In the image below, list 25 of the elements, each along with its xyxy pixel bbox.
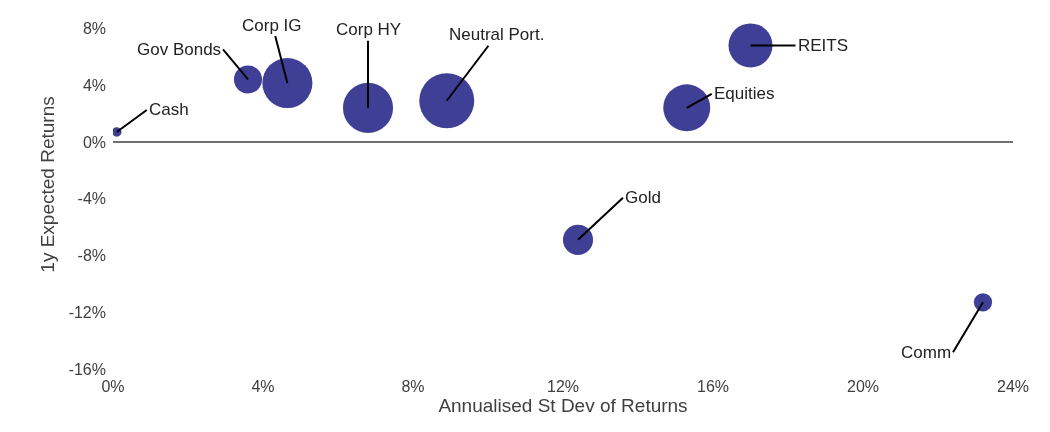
x-tick-label: 4%	[251, 378, 275, 395]
x-tick-label: 12%	[546, 378, 580, 395]
y-tick-label: 8%	[82, 19, 106, 37]
annotation: Corp HY	[336, 20, 402, 39]
x-tick-label: 24%	[996, 378, 1030, 395]
x-tick-label: 0%	[101, 378, 125, 395]
annotation: Gov Bonds	[137, 40, 222, 59]
annotation: Comm	[901, 343, 952, 362]
annotation: Equities	[714, 84, 775, 103]
x-tick-label: 20%	[846, 378, 880, 395]
x-tick-label: 16%	[696, 378, 730, 395]
x-tick-label: 8%	[401, 378, 425, 395]
annotation: Corp IG	[242, 16, 302, 35]
x-axis-title: Annualised St Dev of Returns	[438, 395, 688, 416]
y-tick-label: 4%	[82, 76, 106, 94]
annotation: REITS	[798, 36, 849, 55]
y-tick-label: -4%	[77, 190, 106, 208]
annotation: Cash	[149, 100, 189, 119]
y-axis-title: 1y Expected Returns	[37, 96, 59, 273]
y-tick-label: -16%	[68, 360, 106, 378]
y-tick-label: -8%	[77, 247, 106, 265]
y-tick-label: 0%	[82, 133, 106, 151]
y-tick-label: -12%	[68, 303, 106, 321]
annotation: Neutral Port.	[449, 25, 545, 44]
annotation: Gold	[625, 188, 661, 207]
